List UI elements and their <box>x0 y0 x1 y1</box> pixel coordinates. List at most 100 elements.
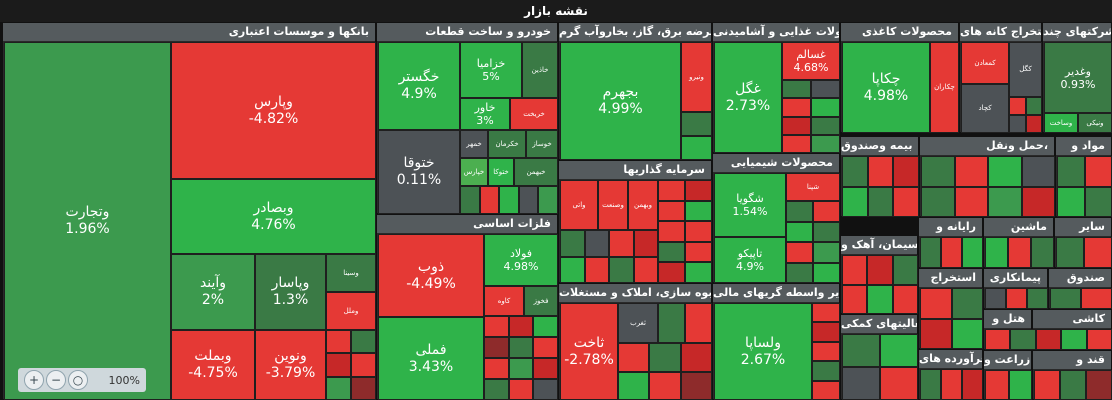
tile-kechad[interactable]: کچاد <box>961 84 1009 133</box>
tile-vasakht[interactable]: وساخت <box>1044 113 1078 133</box>
sector-header: شرکتهای چند <box>1043 23 1111 41</box>
map-title: نقشه بازار <box>0 0 1112 22</box>
tile-fakhooz[interactable]: فخوز <box>524 286 558 316</box>
tile-vabmelat[interactable]: وبملت -4.75% <box>171 330 255 400</box>
tile-khebahman[interactable]: خبهمن <box>514 158 558 186</box>
tile-femelli[interactable]: فملی 3.43% <box>378 317 484 400</box>
small-tiles-group <box>1056 237 1112 268</box>
small-tiles-group <box>1057 156 1112 217</box>
tile-khetoghva[interactable]: ختوقا 0.11% <box>378 130 460 214</box>
small-tiles-group <box>985 237 1054 268</box>
sector-header: حمل ونقل، <box>920 137 1054 155</box>
tile-vapasar[interactable]: وپاسار 1.3% <box>255 254 326 330</box>
tile-vati[interactable]: واتی <box>560 180 598 230</box>
sector-header: کاشی <box>1033 310 1111 328</box>
sector-header: محصولات کاغذی <box>841 23 958 41</box>
small-tiles-group <box>782 80 840 153</box>
tile-valsapa[interactable]: ولساپا 2.67% <box>714 303 812 400</box>
small-tiles-group <box>658 180 712 283</box>
tile-vaniki[interactable]: ونیکی <box>1078 113 1112 133</box>
zoom-out-icon[interactable]: − <box>46 370 66 390</box>
sector-header: قند و <box>1033 351 1111 369</box>
small-tiles-group <box>812 303 840 400</box>
tile-cekapa[interactable]: چکاپا 4.98% <box>842 42 930 133</box>
sector-header: مواد و <box>1056 137 1111 155</box>
small-tiles-group <box>985 288 1048 309</box>
sector-header: زراعت و <box>984 351 1031 369</box>
tile-vaayand[interactable]: وآیند 2% <box>171 254 255 330</box>
tile-kegol[interactable]: کگل <box>1009 42 1042 97</box>
sector-header: صندوق <box>1049 269 1111 287</box>
sector-header: فعالیتهای کمکی <box>841 315 917 333</box>
tile-vatejarat[interactable]: وتجارت 1.96% <box>4 42 171 400</box>
small-tiles-group <box>560 230 658 283</box>
tile-khepars[interactable]: خپارس <box>460 158 488 186</box>
small-tiles-group <box>681 112 712 160</box>
sector-header: استخراج <box>919 269 982 287</box>
small-tiles-group <box>842 255 918 314</box>
tile-kharikhet[interactable]: خریخت <box>510 98 558 130</box>
tile-khoosaz[interactable]: خوساز <box>526 130 558 158</box>
tile-khemohr[interactable]: خمهر <box>460 130 488 158</box>
tile-ghesalam[interactable]: غسالم 4.68% <box>782 42 840 80</box>
sector-header: ماشین <box>984 218 1053 236</box>
tile-fuolad[interactable]: فولاد 4.98% <box>484 234 558 286</box>
small-tiles-group <box>920 288 983 349</box>
tile-khavar[interactable]: خاور 3% <box>460 98 510 130</box>
tile-khetooke[interactable]: ختوکا <box>488 158 514 186</box>
tile-kemadan[interactable]: کمعادن <box>961 42 1009 84</box>
sector-header: هتل و <box>984 310 1031 328</box>
small-tiles-group <box>842 156 919 217</box>
sector-header: سایر <box>1055 218 1111 236</box>
tile-bjahram[interactable]: بجهرم 4.99% <box>560 42 681 160</box>
tile-chakaran[interactable]: چکاران <box>930 42 959 133</box>
tile-khezaghin[interactable]: خاذین <box>522 42 558 98</box>
tile-vabahman[interactable]: وبهمن <box>628 180 658 230</box>
tile-kave[interactable]: کاوه <box>484 286 524 316</box>
sector-header: فلزات اساسی <box>377 215 557 233</box>
zoom-controls: + − ○ 100% <box>18 368 146 392</box>
tile-khezamia[interactable]: خزامیا 5% <box>460 42 522 98</box>
tile-vabsader[interactable]: وبصادر 4.76% <box>171 179 376 254</box>
tile-ghegol[interactable]: غگل 2.73% <box>714 42 782 153</box>
tile-tapiko[interactable]: تاپیکو 4.9% <box>714 237 786 283</box>
tile-shepna[interactable]: شپنا <box>786 173 840 201</box>
small-tiles-group <box>1034 370 1112 400</box>
small-tiles-group <box>842 334 918 400</box>
sector-header: بیمه وصندوق <box>841 137 918 155</box>
tile-khegostar[interactable]: خگستر 4.9% <box>378 42 460 130</box>
sector-header: خودرو و ساخت قطعات <box>377 23 557 41</box>
sector-header: محصولات غذایی و آشامیدنی <box>713 23 839 41</box>
sector-header: انبوه سازی، املاک و مستغلات <box>559 284 711 302</box>
sector-header: سیمان، آهک و <box>841 236 917 254</box>
tile-vamellat[interactable]: وملل <box>326 292 376 330</box>
tile-vanirou[interactable]: ونیرو <box>681 42 712 112</box>
tile-shagharb[interactable]: ثغرب <box>618 303 658 343</box>
tile-sakht[interactable]: ثاخت -2.78% <box>560 303 618 400</box>
small-tiles-group <box>985 329 1112 350</box>
tile-vasnaat[interactable]: وصنعت <box>598 180 628 230</box>
tile-khekarman[interactable]: خکرمان <box>488 130 526 158</box>
small-tiles-group <box>920 369 983 400</box>
small-tiles-group <box>786 201 840 283</box>
tile-vanovin[interactable]: ونوین -3.79% <box>255 330 326 400</box>
sector-header: سرمایه گذاریها <box>559 161 711 179</box>
sector-header: عرضه برق، گاز، بخاروآب گرم <box>559 23 711 41</box>
sector-header: استخراج کانه های <box>960 23 1041 41</box>
tile-vasina[interactable]: وسینا <box>326 254 376 292</box>
small-tiles-group <box>658 303 712 343</box>
tile-vaparsi[interactable]: وپارس -4.82% <box>171 42 376 179</box>
tile-zob[interactable]: ذوب -4.49% <box>378 234 484 317</box>
tile-vaghadir[interactable]: وغدیر 0.93% <box>1044 42 1112 113</box>
small-tiles-group <box>326 330 376 400</box>
small-tiles-group <box>460 186 558 214</box>
tile-shegoya[interactable]: شگویا 1.54% <box>714 173 786 237</box>
zoom-reset-icon[interactable]: ○ <box>68 370 88 390</box>
sector-header: پیمانکاری <box>984 269 1047 287</box>
zoom-level: 100% <box>108 373 140 387</box>
small-tiles-group <box>618 343 712 400</box>
small-tiles-group <box>1050 288 1112 309</box>
sector-header: بانکها و موسسات اعتباری <box>3 23 375 41</box>
small-tiles-group <box>921 156 1055 217</box>
zoom-in-icon[interactable]: + <box>24 370 44 390</box>
